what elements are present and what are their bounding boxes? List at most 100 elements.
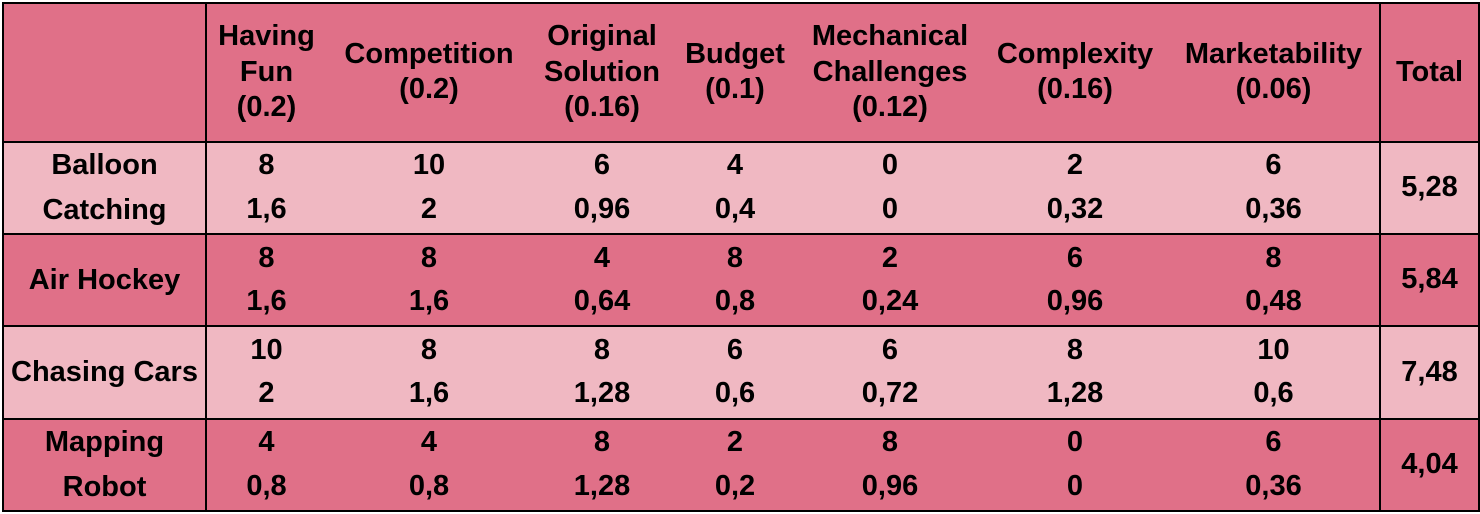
raw-score: 8	[258, 149, 275, 182]
raw-score: 8	[593, 334, 611, 367]
score-cell-having-fun: 8 1,6	[205, 232, 326, 328]
total-cell: 5,84	[1379, 232, 1480, 328]
header-text: Mechanical	[811, 20, 969, 53]
raw-score: 6	[1265, 426, 1282, 459]
header-text: (0.2)	[236, 90, 297, 123]
score-cell-budget: 2 0,2	[672, 417, 798, 513]
row-label-text: Air Hockey	[28, 263, 181, 296]
score-cell-budget: 4 0,4	[672, 140, 798, 235]
raw-score: 10	[412, 149, 446, 182]
score-cell-mechanical-challenges: 6 0,72	[798, 325, 982, 420]
header-text: Budget	[685, 37, 785, 70]
header-text: (0.1)	[705, 73, 765, 106]
raw-score: 8	[726, 241, 744, 274]
header-row: Having Fun (0.2) Competition (0.2) Original So…	[2, 2, 1480, 143]
row-label: Air Hockey	[2, 232, 207, 328]
weighted-score: 1,28	[1046, 377, 1104, 410]
raw-score: 8	[881, 426, 899, 459]
header-text: (0.16)	[564, 90, 640, 123]
table-row: Mapping Robot 4 0,8 4 0,8 8 1,28 2 0,2 8 0,96 0 0 6 0,3…	[2, 417, 1480, 513]
weighted-score: 0,64	[573, 285, 631, 318]
row-label-text: Mapping	[44, 425, 165, 458]
weighted-score: 0	[881, 192, 899, 225]
total-cell: 4,04	[1379, 417, 1480, 513]
score-cell-marketability: 6 0,36	[1168, 417, 1381, 513]
header-text: Challenges	[812, 55, 968, 88]
raw-score: 8	[593, 426, 611, 459]
weighted-score: 0,32	[1046, 192, 1104, 225]
score-cell-having-fun: 4 0,8	[205, 417, 326, 513]
score-cell-marketability: 8 0,48	[1168, 232, 1381, 328]
header-text: (0.12)	[852, 90, 928, 123]
weighted-score: 1,6	[246, 192, 287, 225]
header-text: (0.06)	[1235, 73, 1312, 106]
raw-score: 8	[420, 241, 438, 274]
raw-score: 8	[1265, 241, 1282, 274]
header-text: Total	[1395, 55, 1464, 88]
score-cell-competition: 10 2	[326, 140, 532, 235]
header-original-solution: Original Solution (0.16)	[532, 2, 672, 143]
header-text: Marketability	[1184, 37, 1363, 70]
raw-score: 8	[1066, 334, 1084, 367]
row-label: Balloon Catching	[2, 140, 207, 235]
weighted-score: 1,28	[573, 469, 631, 502]
score-cell-having-fun: 8 1,6	[205, 140, 326, 235]
table-row: Balloon Catching 8 1,6 10 2 6 0,96 4 0,4 0 0 2 0,32 6 0…	[2, 140, 1480, 235]
weighted-score: 0	[1066, 469, 1084, 502]
weighted-score: 0,72	[861, 377, 919, 410]
weighted-score: 0,8	[246, 469, 287, 502]
header-text: Having	[218, 20, 315, 53]
score-cell-budget: 8 0,8	[672, 232, 798, 328]
weighted-score: 1,28	[573, 377, 631, 410]
row-label: Mapping Robot	[2, 417, 207, 513]
score-cell-complexity: 8 1,28	[982, 325, 1168, 420]
raw-score: 0	[881, 149, 899, 182]
header-mechanical-challenges: Mechanical Challenges (0.12)	[798, 2, 982, 143]
weighted-score: 0,2	[714, 469, 756, 502]
weighted-score: 2	[258, 377, 275, 410]
row-label: Chasing Cars	[2, 325, 207, 420]
score-cell-complexity: 2 0,32	[982, 140, 1168, 235]
raw-score: 4	[258, 426, 275, 459]
row-label-text: Catching	[42, 193, 167, 226]
score-cell-original-solution: 8 1,28	[532, 417, 672, 513]
table-row: Air Hockey 8 1,6 8 1,6 4 0,64 8 0,8 2 0,24 6 0,96 8 0,…	[2, 232, 1480, 328]
raw-score: 6	[1066, 241, 1084, 274]
weighted-score: 0,96	[861, 469, 919, 502]
row-label-text: Robot	[62, 470, 147, 503]
weighted-score: 1,6	[246, 285, 287, 318]
row-label-text: Chasing Cars	[11, 355, 198, 388]
raw-score: 8	[420, 334, 438, 367]
weighted-score: 0,6	[714, 377, 756, 410]
raw-score: 2	[881, 241, 899, 274]
weighted-score: 0,96	[1046, 285, 1104, 318]
header-total: Total	[1379, 2, 1480, 143]
raw-score: 0	[1066, 426, 1084, 459]
score-cell-marketability: 10 0,6	[1168, 325, 1381, 420]
score-cell-original-solution: 4 0,64	[532, 232, 672, 328]
score-cell-mechanical-challenges: 8 0,96	[798, 417, 982, 513]
raw-score: 8	[258, 241, 275, 274]
score-cell-complexity: 6 0,96	[982, 232, 1168, 328]
weighted-score: 2	[420, 192, 438, 225]
weighted-score: 0,8	[408, 469, 450, 502]
raw-score: 6	[881, 334, 899, 367]
header-text: (0.16)	[1037, 73, 1113, 106]
header-budget: Budget (0.1)	[672, 2, 798, 143]
raw-score: 4	[420, 426, 438, 459]
header-text: Original	[547, 20, 657, 53]
weighted-score: 0,48	[1245, 285, 1302, 318]
weighted-score: 0,24	[861, 285, 919, 318]
raw-score: 4	[726, 149, 744, 182]
score-cell-competition: 8 1,6	[326, 325, 532, 420]
score-cell-competition: 8 1,6	[326, 232, 532, 328]
header-text: (0.2)	[399, 73, 459, 106]
table-row: Chasing Cars 10 2 8 1,6 8 1,28 6 0,6 6 0,72 8 1,28 10…	[2, 325, 1480, 420]
score-cell-competition: 4 0,8	[326, 417, 532, 513]
raw-score: 4	[593, 241, 611, 274]
header-text: Fun	[239, 55, 294, 88]
